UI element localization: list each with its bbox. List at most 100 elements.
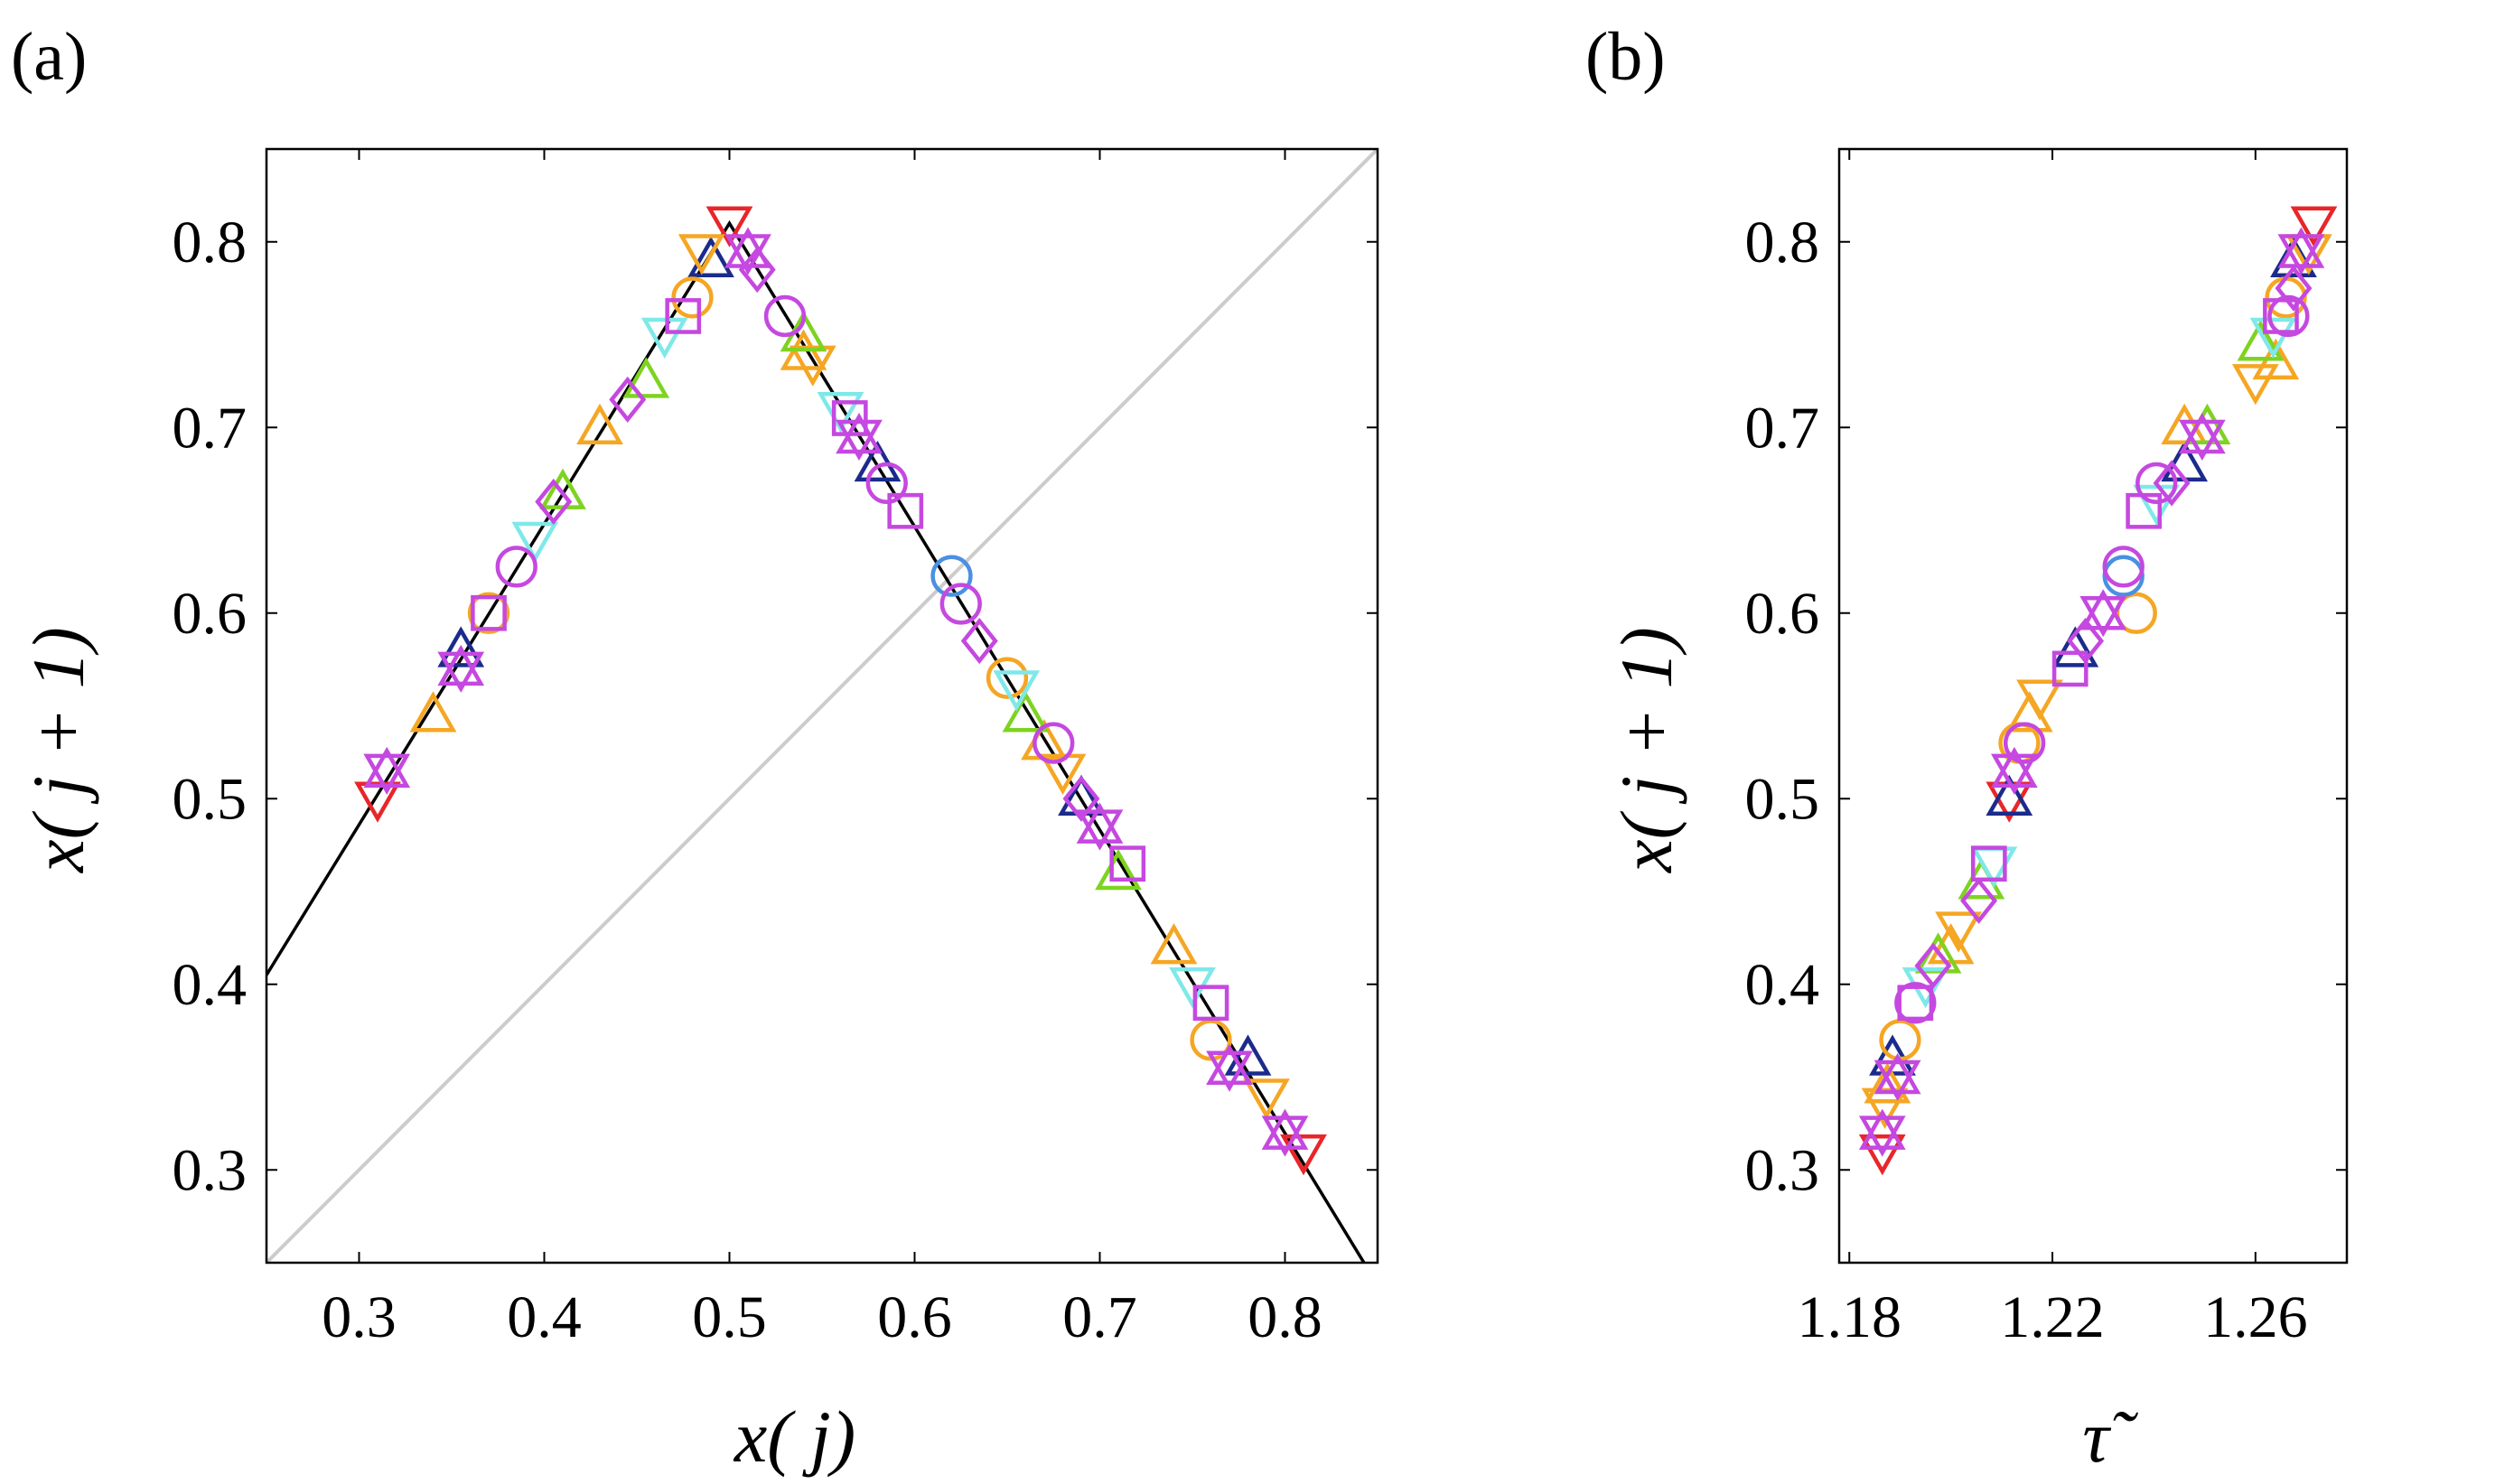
- panel-a-point-triangle-down: [511, 521, 559, 564]
- panel-a-fit-line: [266, 219, 1366, 1263]
- panel-a-point-circle: [1033, 722, 1075, 764]
- panel-a-point-hexagram-down: [1261, 1115, 1309, 1157]
- panel-a-point-hexagram-up: [724, 227, 771, 268]
- panel-a-point-hexagram-up: [363, 746, 411, 789]
- panel-b-point-hexagram-up: [1858, 1108, 1906, 1150]
- panel-b-y-tick-label: 0.6: [1745, 581, 1820, 647]
- panel-a-point-hexagram-down: [363, 753, 411, 795]
- panel-a-point-triangle-up: [854, 440, 902, 482]
- panel-b-point-diamond: [2067, 617, 2105, 665]
- panel-a-point-hexagram-down: [1076, 809, 1124, 851]
- panel-b-point-hexagram: [2178, 412, 2226, 462]
- panel-a-point-triangle-up: [409, 691, 457, 733]
- panel-a-y-axis-label: x( j + 1): [17, 627, 99, 873]
- panel-b-y-tick-label: 0.8: [1745, 210, 1820, 275]
- panel-a-point-circle: [986, 657, 1029, 699]
- panel-a-x-tick-label: 0.8: [1248, 1284, 1322, 1350]
- panel-b-x-tick-label: 1.18: [1797, 1284, 1902, 1350]
- panel-a-point-triangle-up: [576, 403, 623, 444]
- panel-b-point-hexagram-up: [2178, 412, 2226, 454]
- panel-a-point-triangle-down: [993, 670, 1041, 712]
- panel-b-point-triangle-down: [1858, 1134, 1906, 1176]
- panel-b-point-diamond: [2153, 460, 2191, 507]
- panel-a-y-tick-label: 0.8: [173, 210, 248, 275]
- panel-a-point-diamond: [535, 478, 573, 526]
- panel-b-point-triangle-up: [1864, 1062, 1911, 1104]
- panel-a-point-square: [1109, 845, 1146, 882]
- panel-b-point-circle: [2003, 722, 2046, 764]
- panel-a-point-triangle-down: [817, 391, 864, 434]
- panel-b-point-diamond: [1914, 942, 1952, 989]
- panel-a-point-hexagram: [363, 746, 411, 795]
- panel-b-point-hexagram-up: [2277, 227, 2325, 268]
- panel-a-x-axis-label: x( j): [734, 1395, 855, 1478]
- panel-b-point-hexagram: [2277, 227, 2325, 275]
- panel-b-point-square: [1970, 845, 2007, 882]
- panel-a-point-circle: [763, 294, 807, 338]
- panel-b-point-circle: [1894, 982, 1937, 1024]
- panel-b-point-hexagram: [2079, 589, 2127, 638]
- panel-b-y-tick-label: 0.3: [1745, 1137, 1820, 1203]
- panel-b-point-hexagram-down: [1858, 1115, 1906, 1157]
- panel-a-x-tick-label: 0.5: [692, 1284, 767, 1350]
- panel-b-axes-frame: [1837, 147, 2349, 1265]
- panel-b-point-circle: [2115, 592, 2157, 634]
- panel-a-y-tick-label: 0.7: [173, 395, 248, 461]
- panel-a-point-hexagram: [1076, 802, 1124, 851]
- panel-a-point-triangle-down: [677, 234, 725, 275]
- panel-a-point-triangle-up: [1095, 848, 1142, 891]
- panel-b-point-hexagram-up: [1991, 746, 2038, 789]
- panel-a-point-circle: [467, 592, 510, 634]
- panel-a-point-triangle-up: [1002, 691, 1050, 733]
- panel-b-point-square: [2051, 650, 2089, 687]
- panel-a-point-hexagram-up: [1076, 802, 1124, 844]
- panel-b-point-circle: [2267, 294, 2310, 338]
- panel-a-point-diamond: [1062, 775, 1100, 822]
- panel-b-point-triangle-down: [1935, 911, 1982, 953]
- panel-a-point-circle: [939, 583, 982, 625]
- panel-b-x-tick-label: 1.22: [2000, 1284, 2105, 1350]
- panel-b-point-hexagram-down: [2277, 234, 2325, 275]
- panel-b-point-circle: [2135, 462, 2178, 505]
- panel-b-point-hexagram-up: [1874, 1052, 1921, 1095]
- panel-b-point-hexagram: [1991, 746, 2038, 795]
- panel-a-point-hexagram-down: [836, 419, 883, 462]
- panel-b-point-triangle-up: [2161, 403, 2209, 444]
- panel-a-point-triangle-down: [706, 206, 753, 247]
- panel-b-y-tick-label: 0.5: [1745, 766, 1820, 832]
- panel-a-y-tick-label: 0.3: [173, 1137, 248, 1203]
- panel-b-point-triangle-down: [2016, 679, 2063, 721]
- panel-a-point-triangle-up: [1150, 923, 1198, 965]
- panel-b-label: (b): [1585, 19, 1666, 95]
- panel-a-point-hexagram: [1206, 1043, 1253, 1092]
- panel-a-x-tick-label: 0.3: [322, 1284, 397, 1350]
- panel-a-point-triangle-up: [687, 236, 734, 278]
- panel-a-point-hexagram-down: [437, 651, 485, 693]
- panel-a-point-hexagram-up: [437, 644, 485, 686]
- panel-b-point-triangle-up: [1986, 774, 2033, 816]
- panel-b-point-triangle-down: [2231, 364, 2279, 406]
- panel-b-point-circle: [2102, 546, 2145, 588]
- panel-b-x-tick-label: 1.26: [2203, 1284, 2308, 1350]
- panel-a-point-circle: [671, 276, 714, 319]
- panel-a-point-hexagram-down: [1206, 1050, 1253, 1092]
- panel-a-point-triangle-down: [1243, 1078, 1290, 1120]
- panel-b-point-hexagram: [1874, 1052, 1921, 1102]
- panel-a-diagonal-line: [266, 149, 1378, 1263]
- panel-b-point-hexagram-down: [2079, 596, 2127, 638]
- panel-a-point-hexagram: [1261, 1108, 1309, 1157]
- panel-a-point-square: [471, 594, 507, 631]
- panel-b-point-hexagram-down: [1991, 753, 2038, 795]
- panel-a-point-hexagram-up: [836, 412, 883, 454]
- panel-a-point-triangle-down: [1280, 1134, 1327, 1176]
- panel-a-point-triangle-down: [354, 781, 401, 823]
- panel-b-point-triangle-down: [2290, 206, 2338, 247]
- panel-a-x-tick-label: 0.6: [877, 1284, 952, 1350]
- panel-a-label: (a): [11, 19, 87, 95]
- panel-a-point-hexagram-up: [1261, 1108, 1309, 1150]
- panel-a: (a) 0.3 0.4 0.5 0.6 0.7 0.8 0.3 0.4 0.5 0.6 0.7 0.8…: [11, 19, 1379, 1478]
- panel-a-point-circle: [495, 546, 537, 588]
- panel-a-point-hexagram-up: [1206, 1043, 1253, 1085]
- panel-b-point-square: [2263, 298, 2299, 334]
- panel-a-axes-frame: [265, 147, 1379, 1265]
